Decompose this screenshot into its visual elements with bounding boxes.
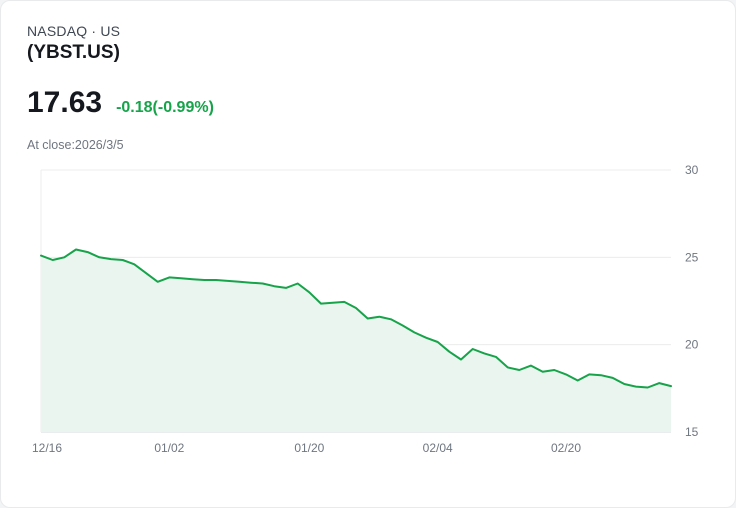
price-chart: 15 20 25 30 12/16 01/02 01/20 02/04 02/20 — [32, 163, 699, 455]
svg-text:02/20: 02/20 — [551, 441, 581, 455]
svg-text:30: 30 — [685, 163, 699, 177]
chart-container: 15 20 25 30 12/16 01/02 01/20 02/04 02/20 — [1, 152, 735, 467]
ticker-symbol: (YBST.US) — [27, 42, 120, 63]
svg-text:20: 20 — [685, 338, 699, 352]
price-change: -0.18(-0.99%) — [116, 99, 214, 116]
quote-header: NASDAQ · US (YBST.US) 17.63 -0.18(-0.99%… — [1, 1, 735, 152]
svg-text:15: 15 — [685, 425, 699, 439]
as-of-timestamp: At close:2026/3/5 — [27, 138, 124, 152]
last-price: 17.63 — [27, 86, 103, 119]
svg-text:01/02: 01/02 — [154, 441, 184, 455]
price-row: 17.63 -0.18(-0.99%) — [27, 86, 709, 120]
exchange-label: NASDAQ · US — [27, 23, 121, 39]
svg-text:12/16: 12/16 — [32, 441, 62, 455]
svg-text:02/04: 02/04 — [423, 441, 453, 455]
svg-text:25: 25 — [685, 250, 699, 264]
svg-text:01/20: 01/20 — [294, 441, 324, 455]
